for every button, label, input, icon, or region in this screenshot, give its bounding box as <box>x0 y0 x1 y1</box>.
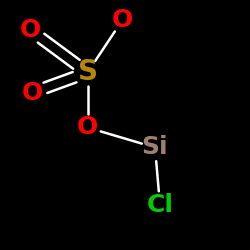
Text: O: O <box>22 80 43 104</box>
Text: Si: Si <box>142 136 168 160</box>
Text: O: O <box>112 8 133 32</box>
Text: Cl: Cl <box>146 193 174 217</box>
Text: O: O <box>77 116 98 140</box>
Text: S: S <box>78 58 98 86</box>
Text: O: O <box>20 18 40 42</box>
